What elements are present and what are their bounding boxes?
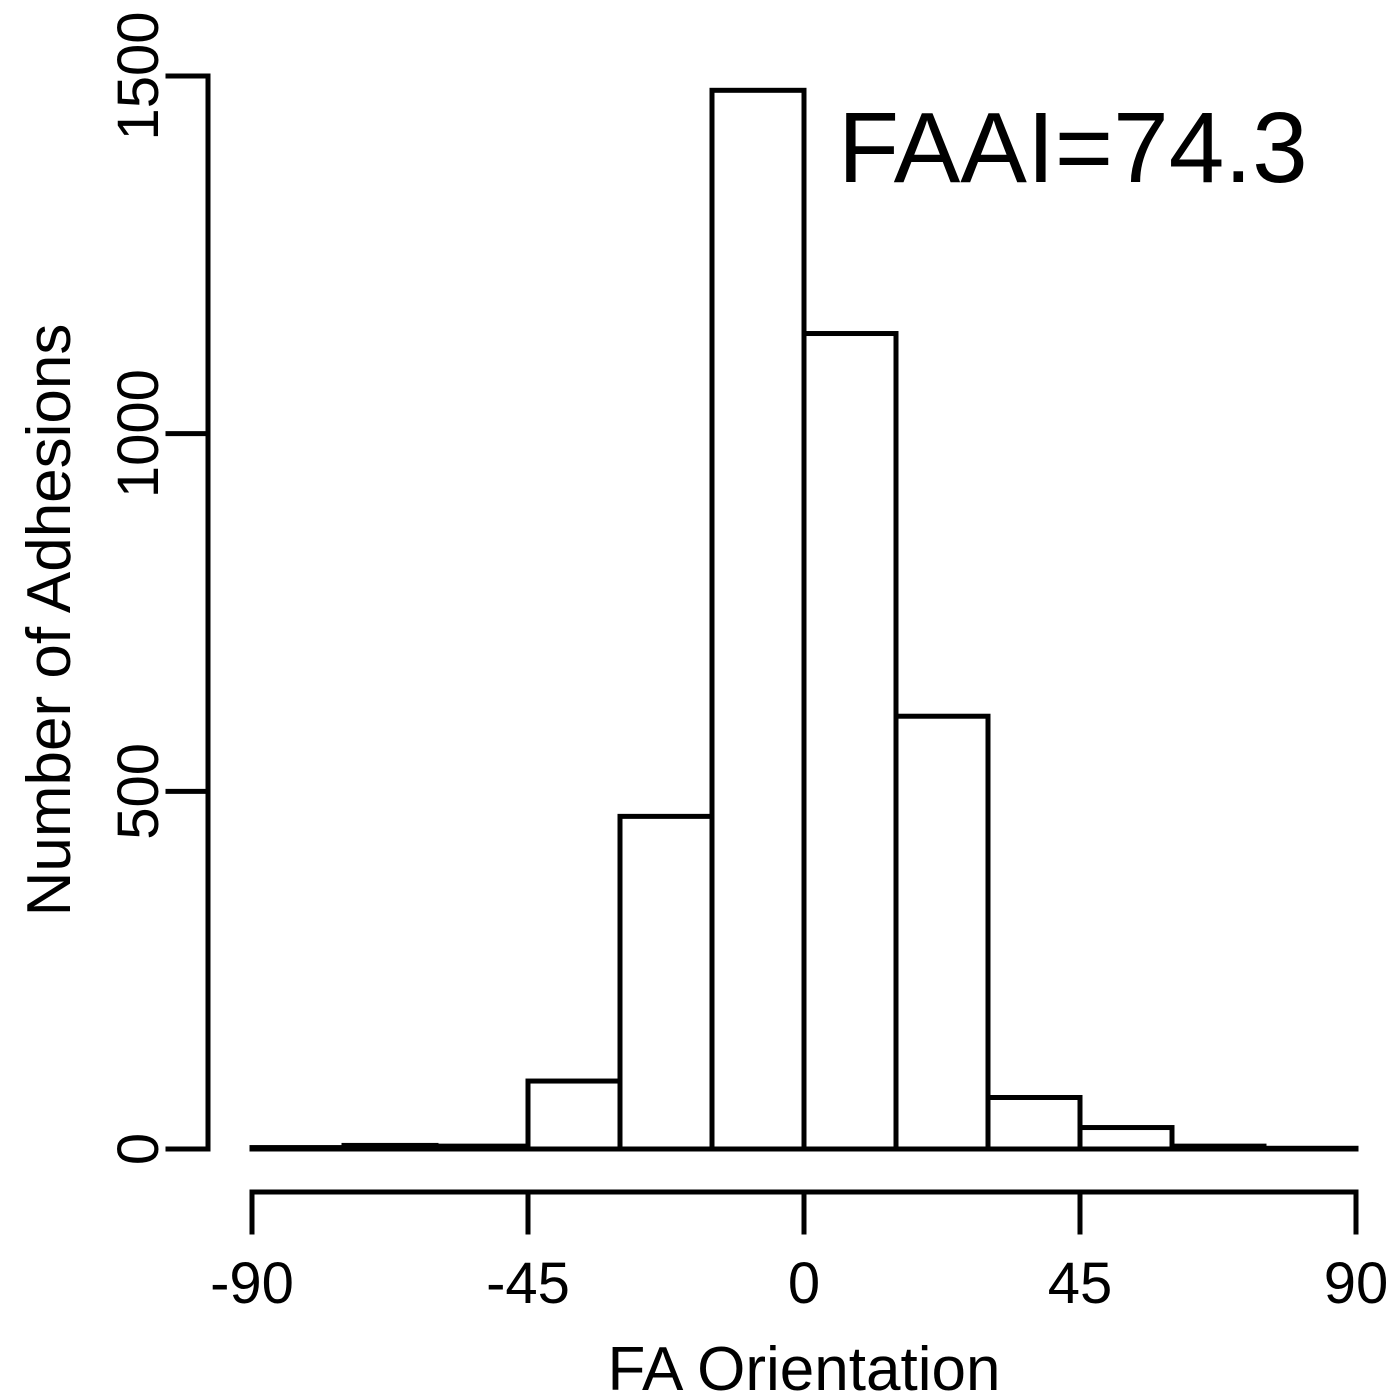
x-axis-title: FA Orientation: [608, 1335, 1001, 1400]
histogram-bar-10: [1169, 1143, 1267, 1152]
y-axis-ticks: 0 500 1000 1500: [106, 11, 211, 1165]
faai-annotation: FAAI=74.3: [838, 92, 1308, 204]
histogram-bar-9: [1077, 1125, 1175, 1152]
histogram-bar-11: [1261, 1145, 1359, 1152]
histogram-bar-2: [433, 1143, 531, 1152]
histogram-bar-7: [893, 713, 991, 1152]
x-tick-label-4: 90: [1324, 1251, 1389, 1316]
histogram-bar-4: [617, 813, 715, 1152]
histogram-bar-8: [985, 1094, 1083, 1152]
histogram-bar-0: [249, 1145, 347, 1152]
y-tick-label-1: 500: [106, 743, 171, 840]
histogram-bar-6: [801, 331, 899, 1152]
x-axis-ticks: -90 -45 0 45 90: [210, 1189, 1389, 1316]
histogram-bar-5: [709, 87, 807, 1152]
histogram-bars: [249, 87, 1359, 1152]
x-tick-label-3: 45: [1048, 1251, 1113, 1316]
y-tick-label-2: 1000: [106, 369, 171, 498]
histogram-bar-3: [525, 1078, 623, 1152]
x-tick-label-1: -45: [486, 1251, 570, 1316]
y-tick-label-0: 0: [106, 1133, 171, 1165]
x-tick-label-0: -90: [210, 1251, 294, 1316]
histogram-bar-1: [341, 1142, 439, 1152]
x-tick-label-2: 0: [788, 1251, 820, 1316]
y-tick-label-3: 1500: [106, 11, 171, 140]
y-axis-title: Number of Adhesions: [15, 324, 84, 917]
